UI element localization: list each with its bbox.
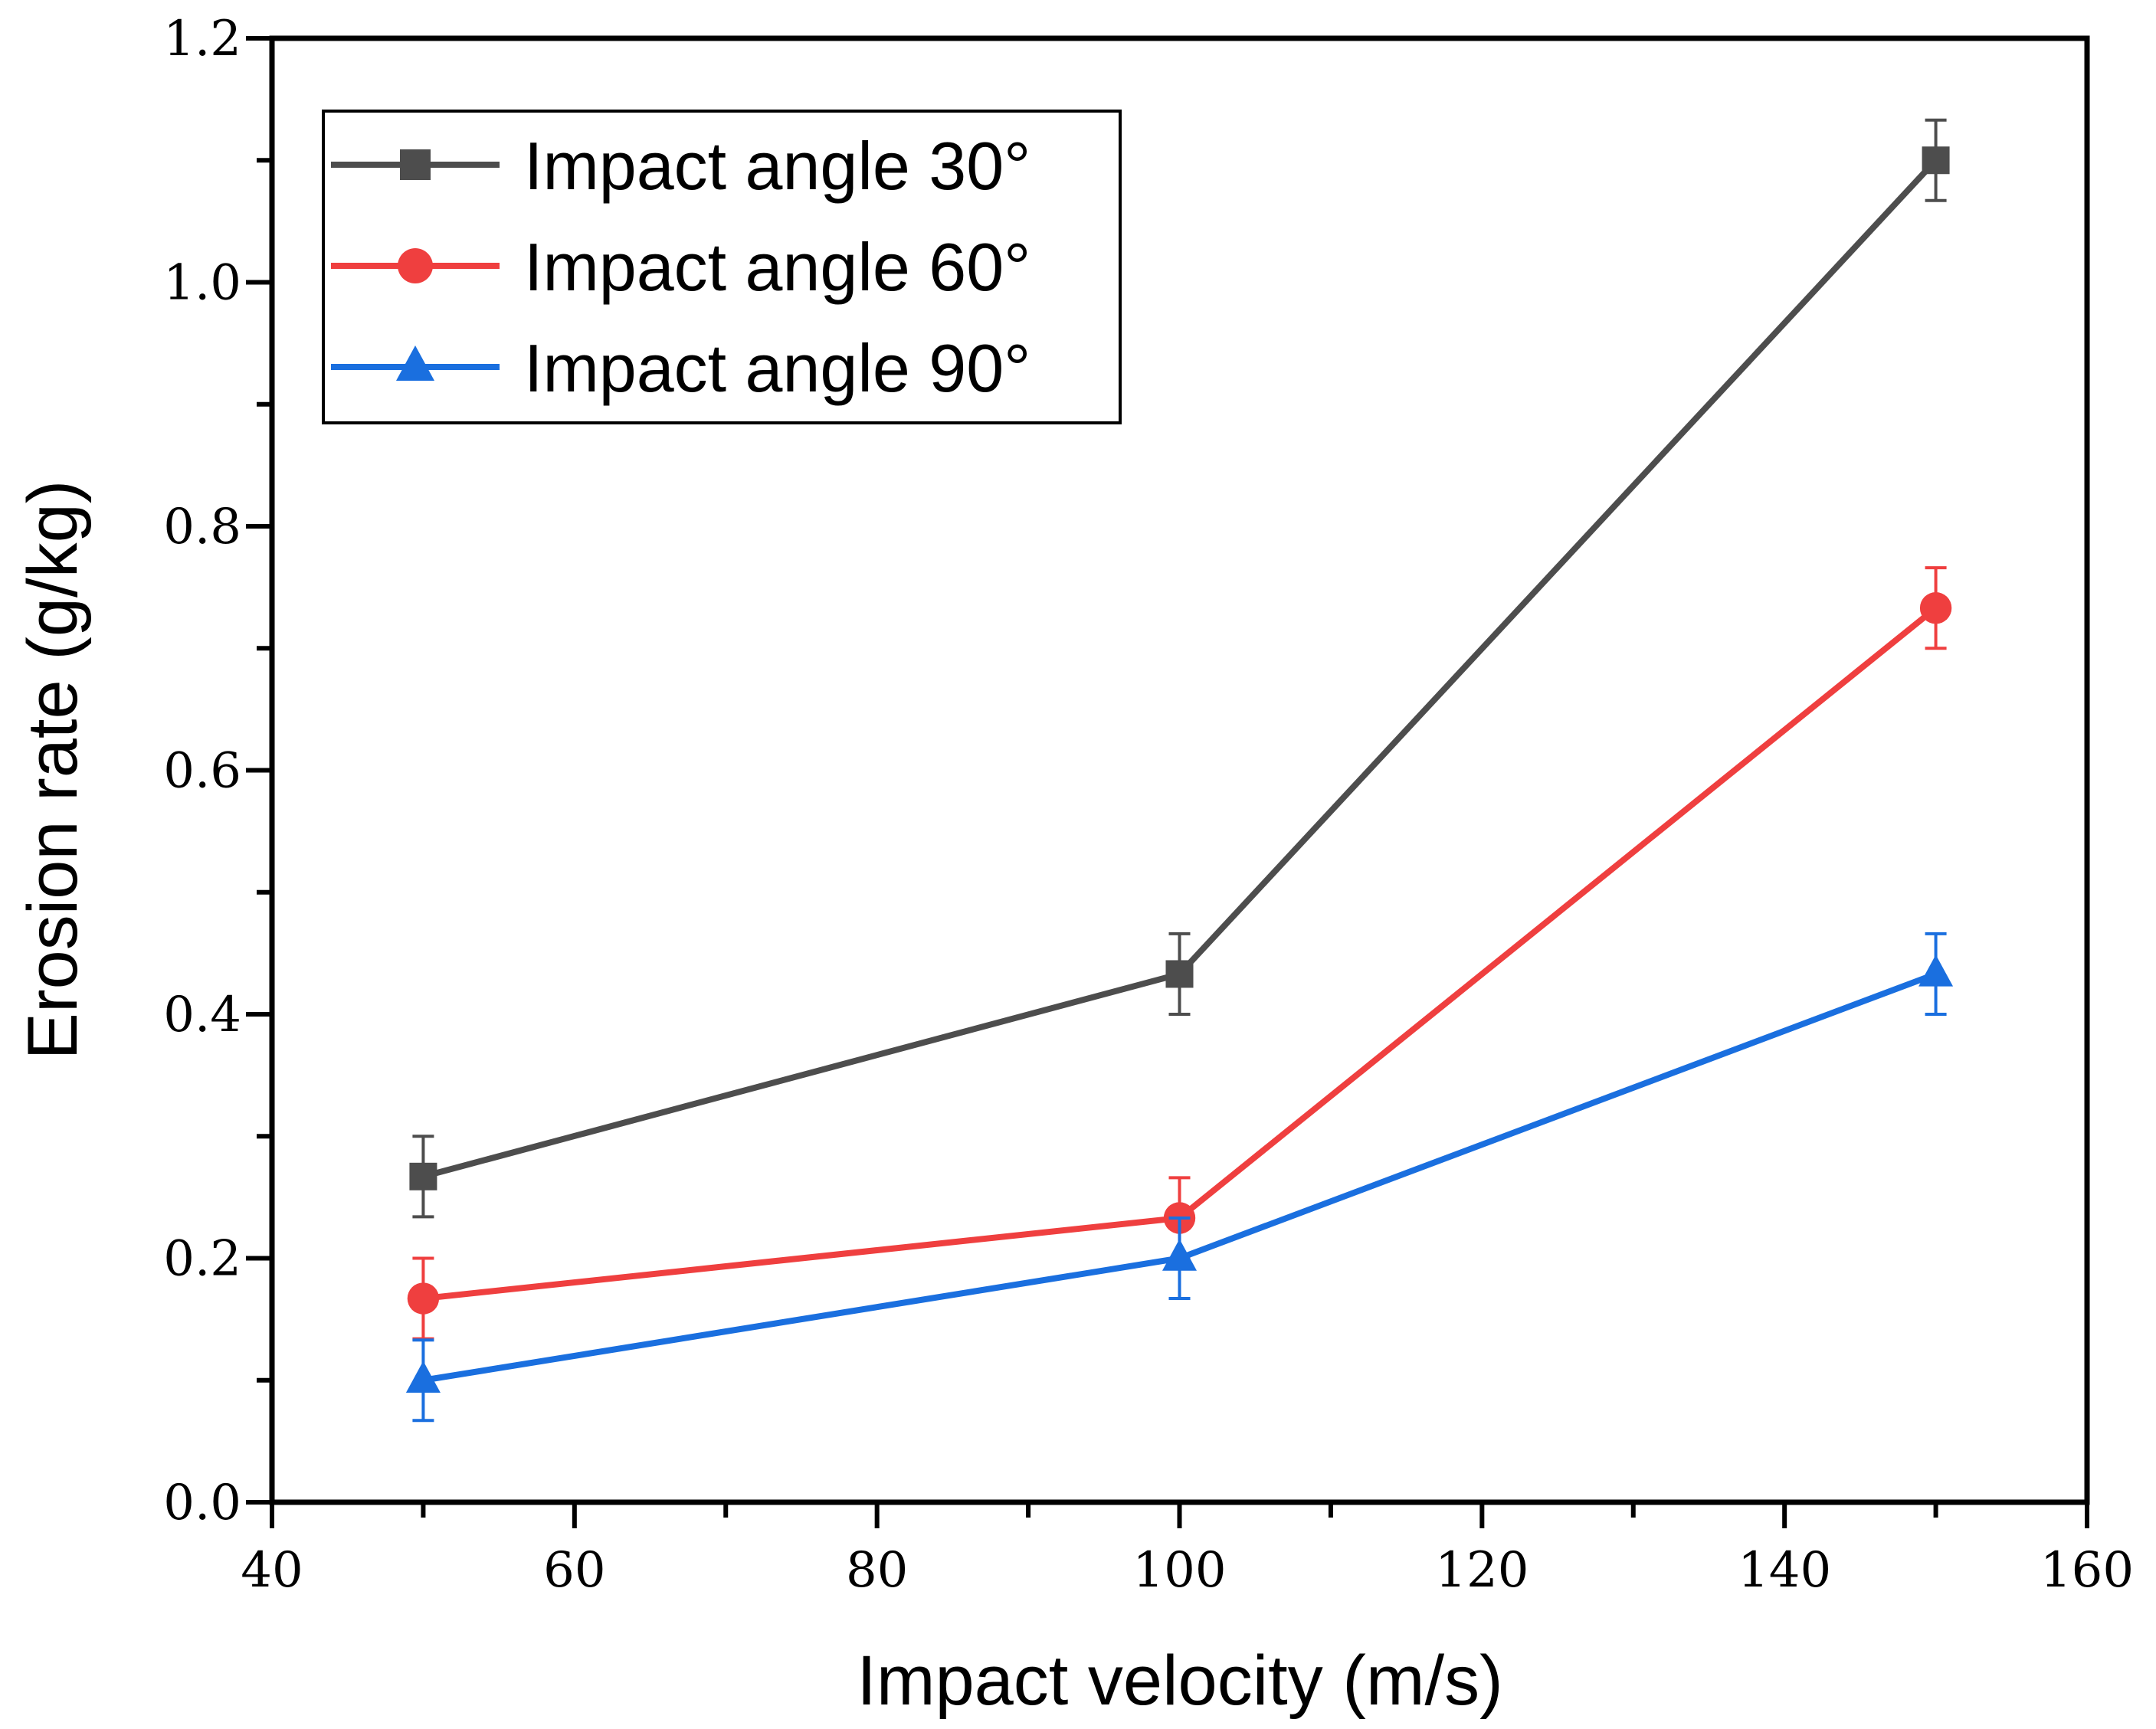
triangle-marker (405, 1361, 441, 1393)
x-tick-label: 60 (543, 1542, 605, 1599)
x-tick-label: 140 (1738, 1542, 1831, 1599)
y-tick-label: 1.0 (163, 255, 241, 312)
x-axis-label: Impact velocity (m/s) (857, 1642, 1502, 1720)
triangle-marker (1918, 955, 1954, 987)
triangle-marker (396, 345, 434, 381)
circle-marker (398, 248, 433, 283)
x-tick-label: 80 (846, 1542, 908, 1599)
x-tick-label: 160 (2040, 1542, 2134, 1599)
circle-marker (407, 1282, 440, 1315)
legend-label: Impact angle 90° (524, 330, 1030, 406)
triangle-marker (1162, 1239, 1197, 1271)
y-tick-label: 0.6 (163, 743, 241, 800)
y-tick-label: 1.2 (163, 11, 241, 67)
y-tick-label: 0.2 (163, 1231, 241, 1288)
circle-marker (1919, 591, 1952, 624)
square-marker (1165, 960, 1194, 988)
x-tick-label: 40 (241, 1542, 303, 1599)
series-0 (409, 118, 1950, 1219)
legend-label: Impact angle 60° (524, 229, 1030, 305)
y-axis-label: Erosion rate (g/kg) (14, 480, 92, 1060)
x-tick-label: 120 (1435, 1542, 1529, 1599)
x-tick-label: 100 (1132, 1542, 1226, 1599)
y-tick-label: 0.8 (163, 499, 241, 555)
square-marker (409, 1162, 437, 1190)
series-2 (405, 932, 1954, 1423)
square-marker (1922, 146, 1950, 175)
y-tick-label: 0.4 (163, 987, 241, 1043)
square-marker (400, 149, 431, 180)
legend: Impact angle 30° Impact angle 60° Impact a… (322, 110, 1122, 424)
y-tick-label: 0.0 (163, 1475, 241, 1531)
legend-label: Impact angle 30° (524, 128, 1030, 204)
